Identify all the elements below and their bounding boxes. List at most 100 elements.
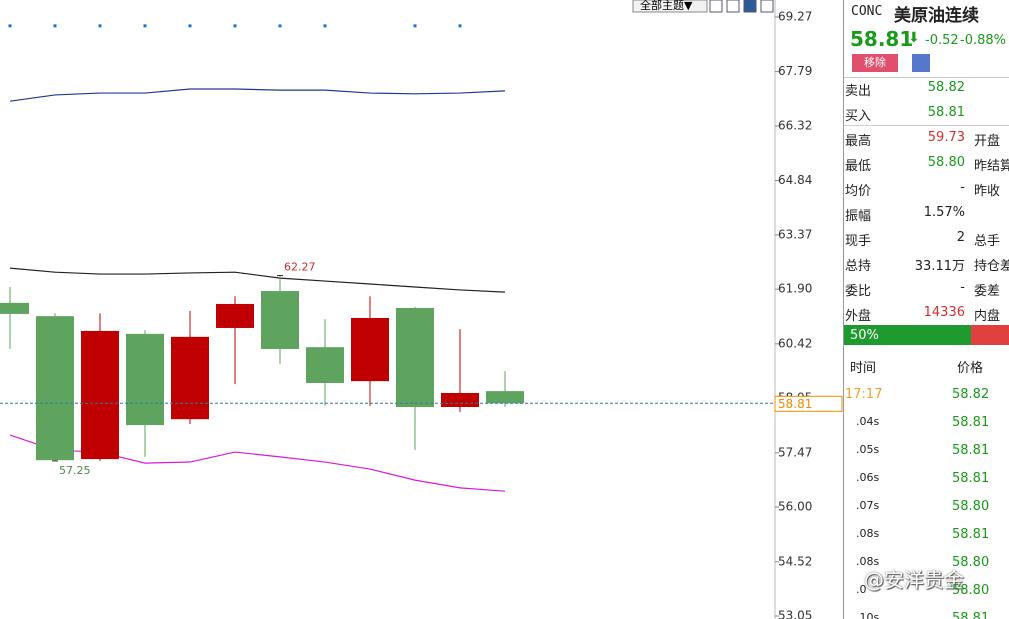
candle-body bbox=[396, 308, 434, 408]
y-tick-label: 61.90 bbox=[778, 282, 812, 296]
row-value: 2 bbox=[956, 230, 965, 245]
row-label: 总手 bbox=[974, 234, 1001, 249]
tool-icon[interactable] bbox=[760, 0, 774, 13]
y-tick-label: 57.47 bbox=[778, 445, 812, 459]
col-header: 价格 bbox=[957, 361, 984, 376]
quote-panel: CONC 美原油连续 58.81 ⬇ -0.52 -0.88% 移除 50% 时… bbox=[844, 0, 1009, 619]
row-label: 外盘 bbox=[845, 309, 872, 324]
candle-body bbox=[351, 317, 389, 382]
row-value: 14336 bbox=[923, 305, 965, 320]
tick-time: .07s bbox=[856, 499, 880, 512]
row-label: 现手 bbox=[845, 234, 872, 249]
signal-dot bbox=[53, 24, 57, 28]
signal-dot bbox=[278, 24, 282, 28]
symbol-name: 美原油连续 bbox=[894, 6, 979, 26]
candle-body bbox=[216, 303, 254, 328]
tool-icon[interactable] bbox=[726, 0, 740, 13]
candle-body bbox=[306, 347, 344, 383]
signal-dot bbox=[413, 24, 417, 28]
candle-body bbox=[36, 316, 74, 461]
theme-button[interactable] bbox=[632, 0, 708, 13]
ratio-sell bbox=[971, 325, 1009, 345]
row-label: 持仓差 bbox=[974, 259, 1009, 274]
row-label: 总持 bbox=[845, 259, 872, 274]
tick-time: .10s bbox=[856, 611, 880, 619]
change-pct: -0.88% bbox=[960, 33, 1006, 48]
y-tick-label: 64.84 bbox=[778, 173, 812, 187]
last-price: 58.81 bbox=[850, 27, 914, 51]
row-label: 昨结算 bbox=[974, 159, 1009, 174]
tick-price: 58.81 bbox=[952, 443, 990, 458]
row-label: 最高 bbox=[845, 134, 872, 149]
row-value: 58.80 bbox=[927, 155, 965, 170]
row-value: 1.57% bbox=[923, 205, 965, 220]
row-label: 最低 bbox=[845, 159, 872, 174]
separator bbox=[844, 125, 1009, 126]
last-price-label: 58.81 bbox=[778, 397, 812, 411]
indicator-line bbox=[9, 88, 506, 102]
tool-icon[interactable] bbox=[743, 0, 757, 13]
tick-price: 58.80 bbox=[952, 583, 990, 598]
divider bbox=[843, 0, 844, 619]
chart: 全部主题▼ 69.27 67.79 66.32 64.84 63.37 61.90 60.4… bbox=[0, 0, 843, 619]
theme-button-label[interactable]: 全部主题▼ bbox=[640, 0, 693, 12]
alert-button[interactable] bbox=[912, 54, 930, 72]
candle-body bbox=[486, 391, 524, 404]
tool-icon[interactable] bbox=[709, 0, 723, 13]
row-label: 振幅 bbox=[845, 209, 872, 224]
candle-body bbox=[126, 333, 164, 426]
row-value: 58.82 bbox=[927, 80, 965, 95]
remove-button[interactable]: 移除 bbox=[852, 54, 898, 72]
tick-price: 58.82 bbox=[952, 387, 990, 402]
symbol-code: CONC bbox=[851, 4, 883, 19]
row-label: 委差 bbox=[974, 284, 1001, 299]
tick-time: .0 bbox=[856, 583, 867, 596]
change: -0.52 bbox=[925, 33, 959, 48]
row-label: 开盘 bbox=[974, 134, 1001, 149]
candle-body bbox=[171, 336, 209, 420]
candle-body bbox=[81, 330, 119, 460]
signal-dot bbox=[8, 24, 12, 28]
ratio-label: 50% bbox=[850, 328, 879, 343]
candle-body bbox=[261, 291, 299, 350]
last-price-box bbox=[774, 395, 843, 412]
low-label: 57.25 bbox=[59, 464, 91, 477]
y-tick-label: 67.79 bbox=[778, 64, 812, 78]
watermark: @安洋贵金 bbox=[864, 568, 964, 592]
row-value: 58.81 bbox=[927, 105, 965, 120]
tick-price: 58.80 bbox=[952, 499, 990, 514]
tick-time: .06s bbox=[856, 471, 880, 484]
row-label: 卖出 bbox=[845, 84, 872, 99]
tick-time: .08s bbox=[856, 555, 880, 568]
signal-dot bbox=[323, 24, 327, 28]
tick-price: 58.80 bbox=[952, 555, 990, 570]
row-value: 33.11万 bbox=[914, 259, 965, 274]
tick-price: 58.81 bbox=[952, 611, 990, 619]
y-tick-label: 69.27 bbox=[778, 9, 812, 23]
tick-price: 58.81 bbox=[952, 471, 990, 486]
row-value: - bbox=[960, 180, 965, 195]
indicator-line bbox=[9, 267, 506, 293]
row-value: 59.73 bbox=[927, 130, 965, 145]
candle-body bbox=[0, 302, 29, 314]
row-value: - bbox=[960, 280, 965, 295]
tick-time: .05s bbox=[856, 443, 880, 456]
signal-dot bbox=[458, 24, 462, 28]
tick-time: 17:17 bbox=[845, 387, 883, 402]
signal-dot bbox=[98, 24, 102, 28]
change-arrow: ⬇ bbox=[908, 30, 920, 46]
signal-dot bbox=[233, 24, 237, 28]
signal-dot bbox=[188, 24, 192, 28]
y-tick-label: 53.05 bbox=[778, 609, 812, 619]
y-tick-label: 56.00 bbox=[778, 500, 812, 514]
row-label: 内盘 bbox=[974, 309, 1001, 324]
row-label: 均价 bbox=[845, 184, 872, 199]
signal-dot bbox=[143, 24, 147, 28]
remove-label[interactable]: 移除 bbox=[864, 56, 886, 69]
y-tick-label: 63.37 bbox=[778, 227, 812, 241]
tick-price: 58.81 bbox=[952, 527, 990, 542]
high-label: 62.27 bbox=[284, 261, 316, 274]
candle-body bbox=[441, 392, 479, 408]
tick-time: .08s bbox=[856, 527, 880, 540]
